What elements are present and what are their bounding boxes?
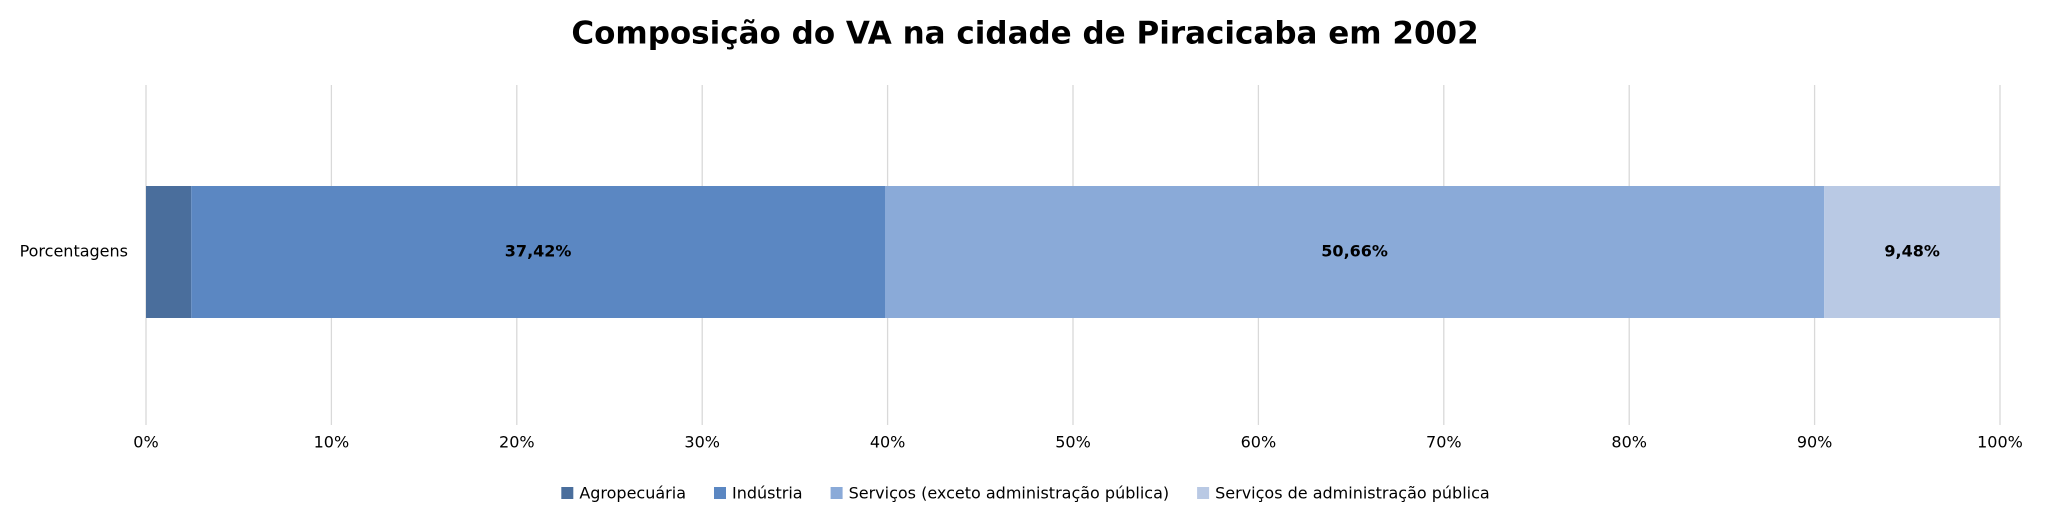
- bar-segment: [1824, 186, 2000, 318]
- x-tick-label: 10%: [314, 433, 350, 452]
- legend-label: Agropecuária: [579, 484, 686, 503]
- x-tick-label: 20%: [499, 433, 535, 452]
- x-tick-label: 50%: [1055, 433, 1091, 452]
- chart-title: Composição do VA na cidade de Piracicaba…: [571, 16, 1478, 52]
- x-tick-label: 80%: [1611, 433, 1647, 452]
- x-tick-label: 70%: [1426, 433, 1462, 452]
- legend-swatch: [1197, 487, 1210, 499]
- legend-swatch: [830, 487, 843, 499]
- x-tick-label: 40%: [870, 433, 906, 452]
- bar-segment: [146, 186, 192, 318]
- x-tick-label: 100%: [1977, 433, 2023, 452]
- bar-segment: [191, 186, 886, 318]
- bar-segment: [885, 186, 1825, 318]
- y-tick-label: Porcentagens: [20, 242, 128, 261]
- legend-label: Indústria: [732, 484, 803, 503]
- legend-swatch: [561, 487, 574, 499]
- legend-label: Serviços de administração pública: [1215, 484, 1490, 503]
- legend-label: Serviços (exceto administração pública): [849, 484, 1170, 503]
- x-tick-label: 0%: [133, 433, 158, 452]
- data-label: 9,48%: [1884, 242, 1940, 261]
- legend-swatch: [714, 487, 726, 499]
- x-tick-label: 60%: [1241, 433, 1277, 452]
- x-tick-label: 30%: [684, 433, 720, 452]
- data-label: 50,66%: [1321, 242, 1388, 261]
- data-label: 37,42%: [505, 242, 572, 261]
- x-tick-label: 90%: [1797, 433, 1833, 452]
